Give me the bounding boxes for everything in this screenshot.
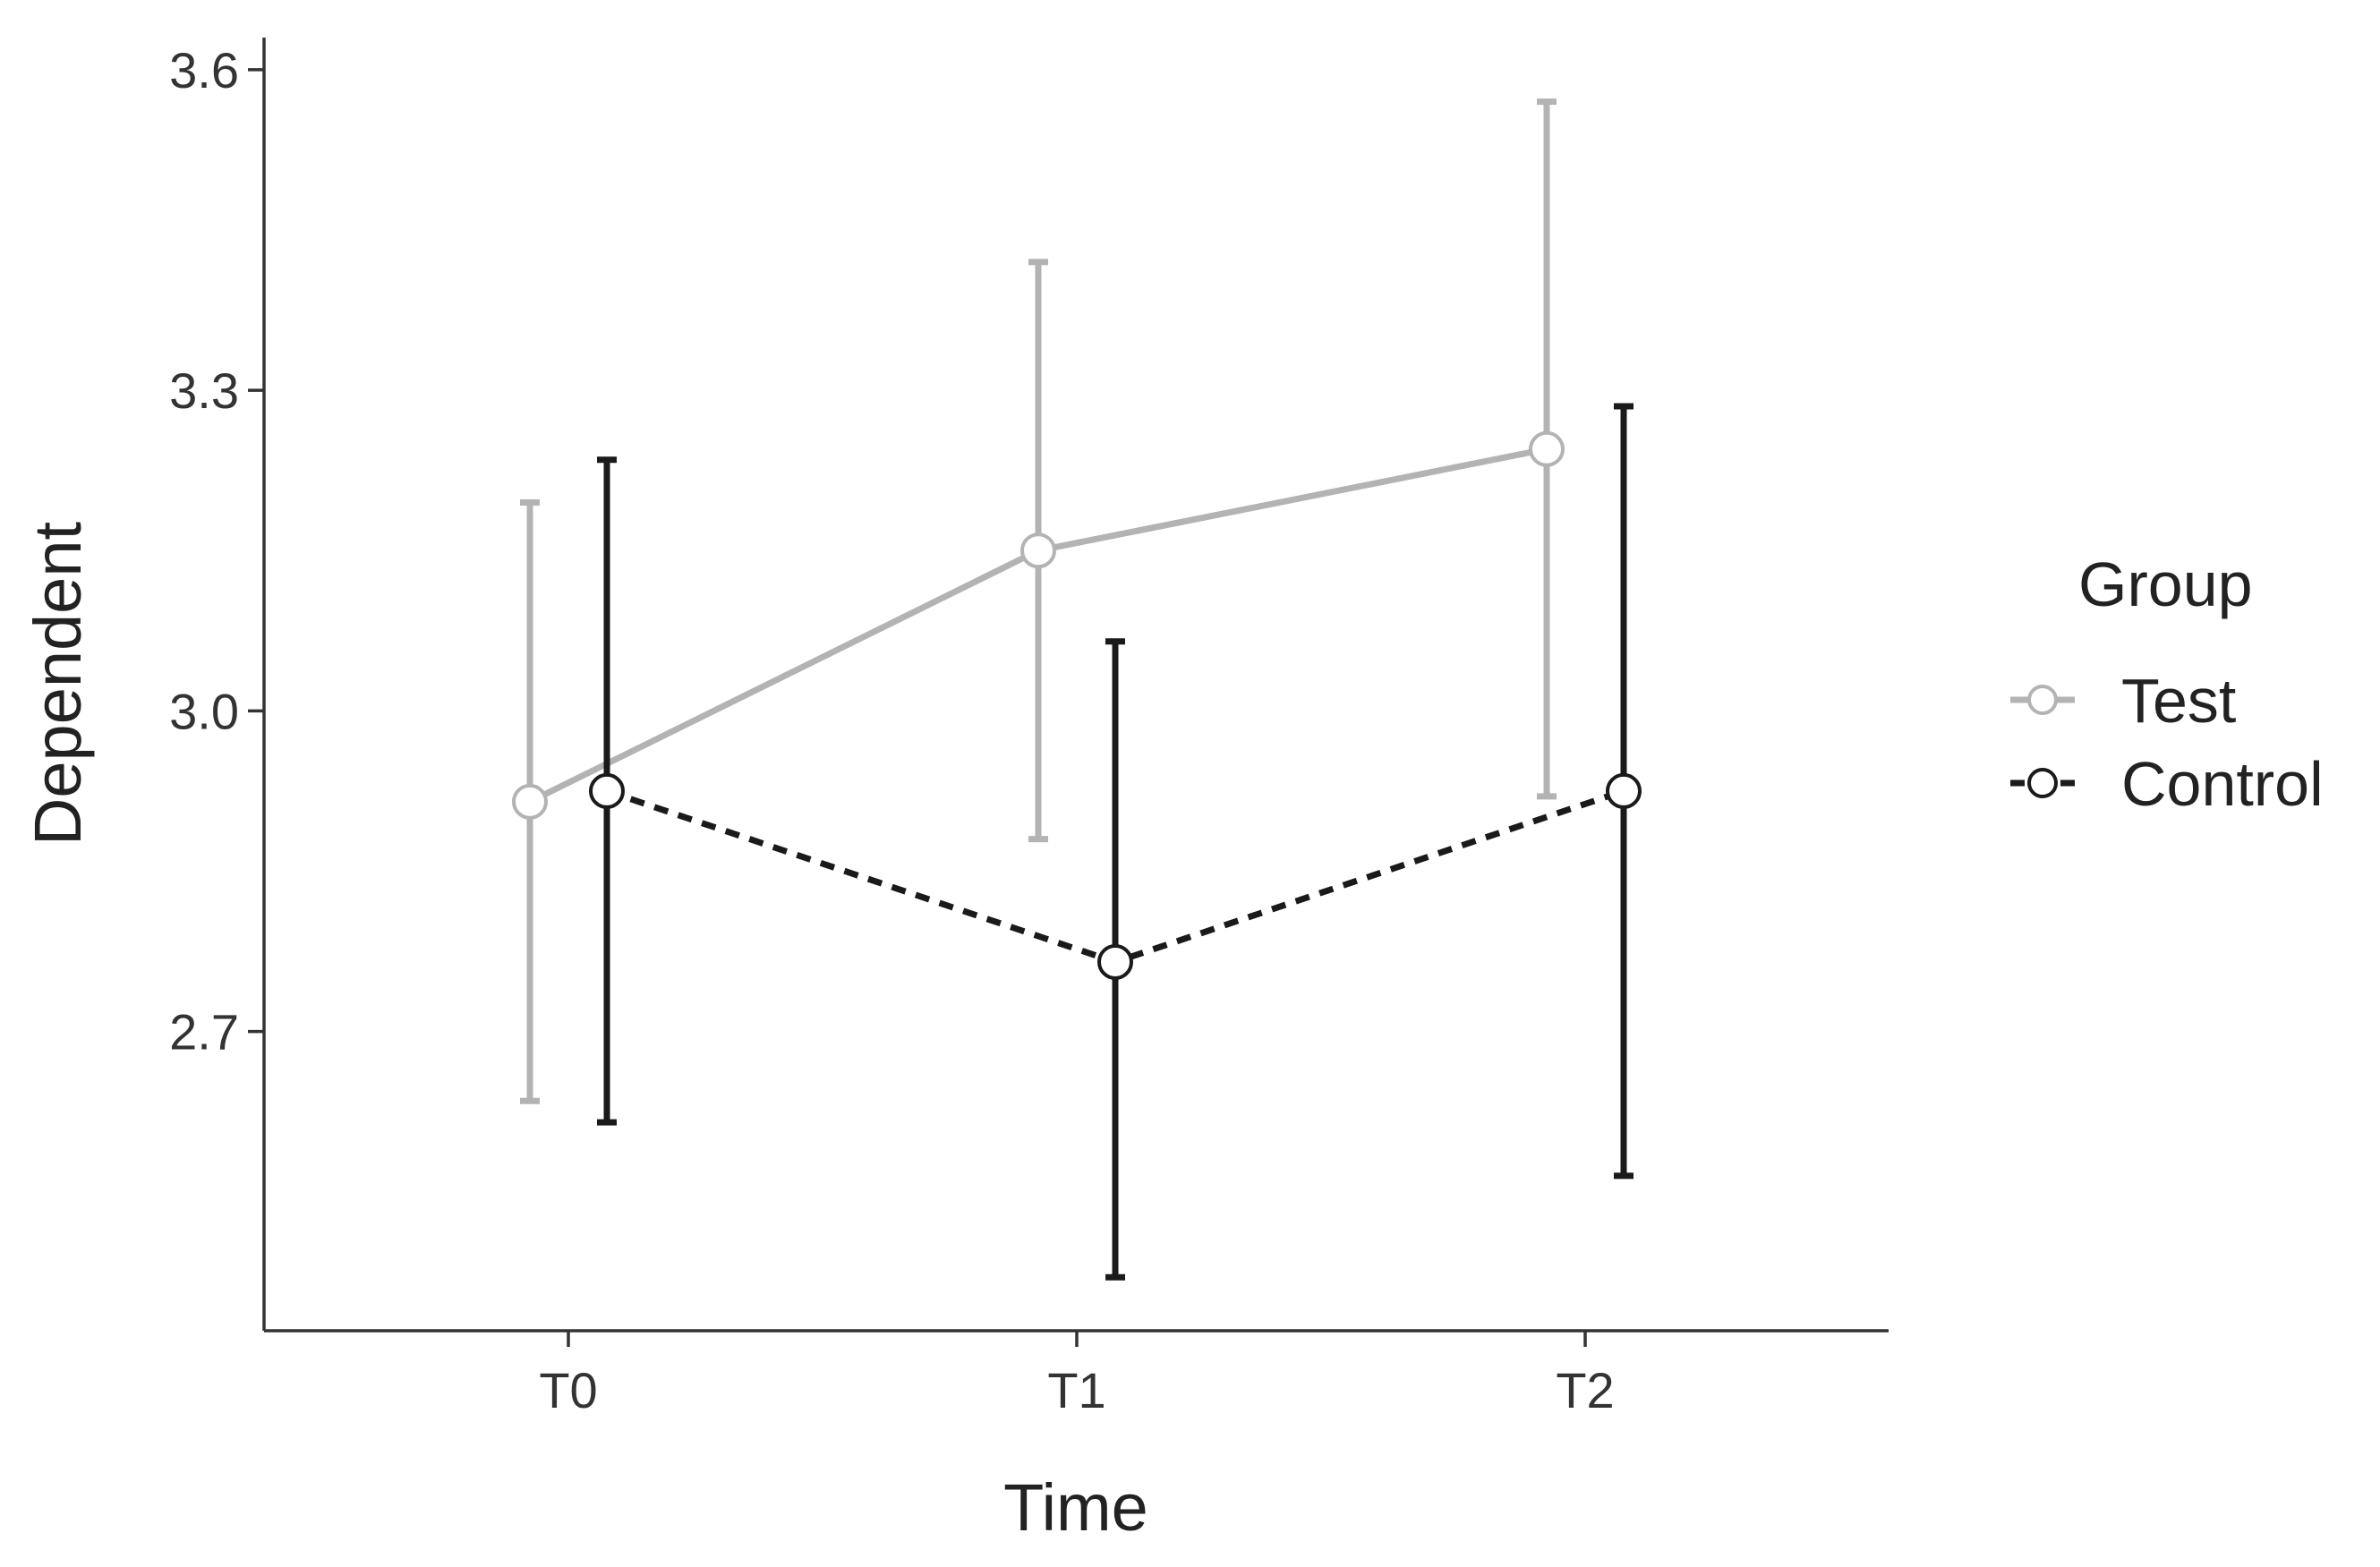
y-tick-label: 3.0 [169, 683, 239, 739]
y-axis-ticks: 2.7 3.0 3.3 3.6 [169, 42, 264, 1060]
series-layer [512, 98, 1642, 1281]
data-point-control [589, 772, 625, 809]
series-control [589, 403, 1642, 1281]
legend-item-control: Control [2010, 749, 2324, 819]
legend-key-marker [2027, 768, 2058, 798]
legend-items: Test Control [2010, 666, 2324, 819]
x-tick-label: T0 [539, 1362, 597, 1418]
data-point-test [1020, 532, 1056, 569]
y-axis-title: Dependent [21, 522, 95, 847]
data-point-test [512, 783, 548, 820]
legend-item-test: Test [2010, 666, 2236, 736]
series-test [512, 98, 1565, 1104]
y-tick-label: 3.6 [169, 42, 239, 98]
y-tick-label: 2.7 [169, 1004, 239, 1060]
data-point-control [1606, 772, 1642, 809]
x-axis-ticks: T0 T1 T2 [539, 1331, 1615, 1418]
x-axis-title: Time [1003, 1470, 1148, 1545]
legend-key-marker [2027, 685, 2058, 715]
x-tick-label: T2 [1556, 1362, 1614, 1418]
legend-label: Test [2121, 666, 2236, 736]
data-point-test [1529, 430, 1565, 467]
data-point-control [1097, 943, 1133, 980]
legend: Group Test Control [2010, 549, 2324, 819]
x-tick-label: T1 [1047, 1362, 1105, 1418]
legend-title: Group [2078, 549, 2253, 619]
y-tick-label: 3.3 [169, 362, 239, 419]
legend-label: Control [2121, 749, 2324, 819]
